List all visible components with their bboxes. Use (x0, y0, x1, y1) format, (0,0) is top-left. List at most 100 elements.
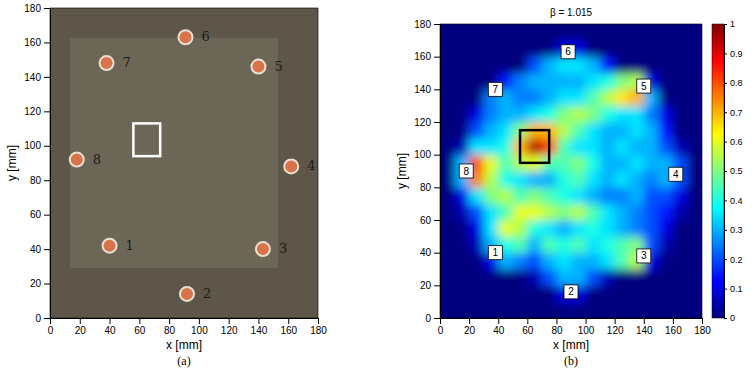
heatmap-cell (542, 57, 557, 74)
tick-label: 20 (420, 280, 432, 291)
heatmap-cell (556, 236, 571, 253)
heatmap-cell (527, 220, 542, 237)
heatmap-cell (484, 57, 499, 74)
heatmap-cell (556, 106, 571, 123)
tick-mark (169, 318, 170, 324)
title: β = 1.015 (550, 7, 593, 18)
heatmap-cell (527, 57, 542, 74)
tick-mark (724, 83, 727, 84)
tick-label: 160 (414, 51, 431, 62)
heatmap-cell (600, 204, 615, 221)
heatmap-cell (440, 236, 455, 253)
heatmap-cell (455, 285, 470, 302)
caption: (b) (564, 354, 578, 368)
heatmap-cell (673, 138, 688, 155)
tick-label: 160 (665, 325, 682, 336)
tick: 180 (414, 19, 440, 30)
tick-label: 0.2 (730, 255, 743, 265)
axis-line (725, 25, 728, 319)
tick-mark (724, 24, 727, 25)
heatmap-cell (542, 187, 557, 204)
x-axis-label: x [mm] (166, 338, 202, 352)
heatmap-cell (527, 73, 542, 90)
heatmap-cell (513, 106, 528, 123)
sensor-label: 7 (123, 55, 131, 70)
heatmap-cell (658, 106, 673, 123)
heatmap-cell (673, 285, 688, 302)
tick-mark (434, 155, 440, 156)
heatmap-cell (571, 253, 586, 270)
tick: 140 (251, 318, 268, 336)
heatmap-cell (484, 155, 499, 172)
tick: 120 (414, 117, 440, 128)
sensor-label: 6 (565, 46, 571, 57)
sensor-box (637, 79, 651, 93)
tick: 120 (607, 318, 624, 336)
heatmap-cell (687, 106, 702, 123)
heatmap-cell (615, 73, 630, 90)
heatmap-cell (455, 89, 470, 106)
heatmap-cell (527, 40, 542, 57)
tick-label: 0 (48, 325, 54, 336)
heatmap-cell (556, 269, 571, 286)
tick-mark (44, 42, 50, 43)
heatmap-cell (687, 285, 702, 302)
heatmap-cell (629, 285, 644, 302)
tick: 120 (24, 106, 50, 117)
heatmap-cell (658, 302, 673, 318)
heatmap-cell (571, 73, 586, 90)
tick: 20 (420, 280, 440, 291)
heatmap-cell (455, 236, 470, 253)
heatmap-cell (469, 138, 484, 155)
sensor (256, 242, 270, 256)
heatmap-cell (527, 138, 542, 155)
heatmap-cell (600, 171, 615, 188)
heatmap-cell (455, 40, 470, 57)
tick-mark (702, 318, 703, 324)
heatmap-cell (644, 24, 659, 41)
heatmap-cell (673, 106, 688, 123)
heatmap-cell (673, 236, 688, 253)
tick-label: 40 (420, 247, 432, 258)
heatmap-cell (658, 24, 673, 41)
heatmap-cell (469, 57, 484, 74)
sensors: 12345678 (70, 29, 316, 301)
heatmap-cell (600, 122, 615, 139)
heatmap-cell (629, 269, 644, 286)
heatmap-cell (615, 236, 630, 253)
heatmap-cell (658, 187, 673, 204)
heatmap-cell (484, 187, 499, 204)
axis-line (441, 318, 703, 319)
tick-mark (724, 200, 727, 201)
heatmap-cell (469, 73, 484, 90)
heatmap-cell (498, 187, 513, 204)
heatmap-cell (440, 24, 455, 41)
heatmap-cell (673, 40, 688, 57)
heatmap-cell (586, 220, 601, 237)
heatmap-cell (600, 155, 615, 172)
heatmap-cell (600, 285, 615, 302)
tick: 0.2 (724, 255, 743, 265)
heatmap-cell (600, 106, 615, 123)
heatmap-cell (586, 57, 601, 74)
tick: 120 (221, 318, 238, 336)
heatmap-cell (658, 269, 673, 286)
sensor-label: 3 (279, 241, 287, 256)
heatmap-cell (513, 302, 528, 318)
heatmap-cell (658, 73, 673, 90)
heatmap-cell (469, 40, 484, 57)
tick-mark (434, 187, 440, 188)
heatmap-cell (658, 40, 673, 57)
heatmap-cell (600, 24, 615, 41)
tick-mark (440, 318, 441, 324)
heatmap-cell (673, 253, 688, 270)
plot-area (440, 24, 702, 318)
tick-label: 0 (730, 313, 735, 323)
heatmap-cell (687, 220, 702, 237)
heatmap-cell (440, 89, 455, 106)
tick: 180 (310, 318, 327, 336)
tick-mark (724, 53, 727, 54)
heatmap-cell (687, 269, 702, 286)
heatmap-cell (440, 220, 455, 237)
heatmap-cell (600, 253, 615, 270)
